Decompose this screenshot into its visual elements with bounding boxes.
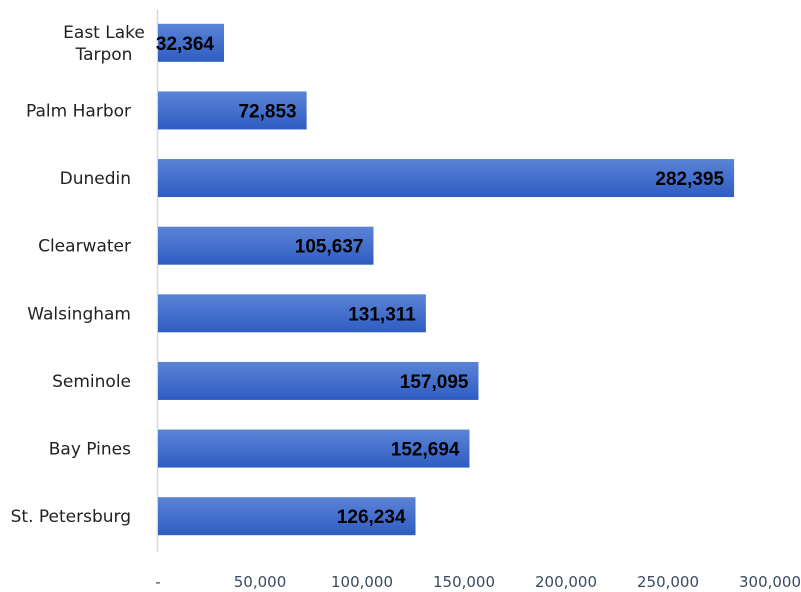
data-label-6: 157,095: [400, 372, 469, 393]
bar-1: [158, 23, 225, 62]
data-label-8: 126,234: [337, 507, 406, 528]
category-label-2: Palm Harbor: [26, 101, 131, 121]
bar-3: [158, 159, 735, 198]
x-tick-label-4: 150,000: [433, 573, 495, 591]
bar-7: [158, 429, 470, 468]
data-label-5: 131,311: [348, 304, 416, 325]
bar-5: [158, 294, 426, 333]
bar-4: [158, 226, 374, 265]
data-label-3: 282,395: [655, 169, 724, 190]
category-label-6: Seminole: [52, 372, 131, 392]
x-tick-label-2: 50,000: [234, 573, 287, 591]
category-label-3: Dunedin: [60, 169, 131, 189]
category-label-1: East Lake Tarpon: [63, 23, 145, 65]
x-tick-label-5: 200,000: [535, 573, 597, 591]
category-label-4: Clearwater: [38, 237, 131, 257]
x-tick-label-6: 250,000: [637, 573, 699, 591]
data-label-2: 72,853: [238, 101, 296, 122]
category-label-5: Walsingham: [27, 304, 131, 324]
bar-2: [158, 91, 307, 130]
x-tick-label-1: -: [155, 573, 160, 591]
data-label-7: 152,694: [391, 440, 460, 461]
x-tick-label-3: 100,000: [331, 573, 393, 591]
category-label-7: Bay Pines: [49, 440, 131, 460]
bar-6: [158, 361, 479, 400]
category-label-8: St. Petersburg: [11, 507, 131, 527]
x-tick-label-7: 300,000: [739, 573, 801, 591]
data-label-4: 105,637: [295, 237, 364, 258]
data-label-1: 32,364: [156, 34, 215, 55]
bar-8: [158, 497, 416, 536]
